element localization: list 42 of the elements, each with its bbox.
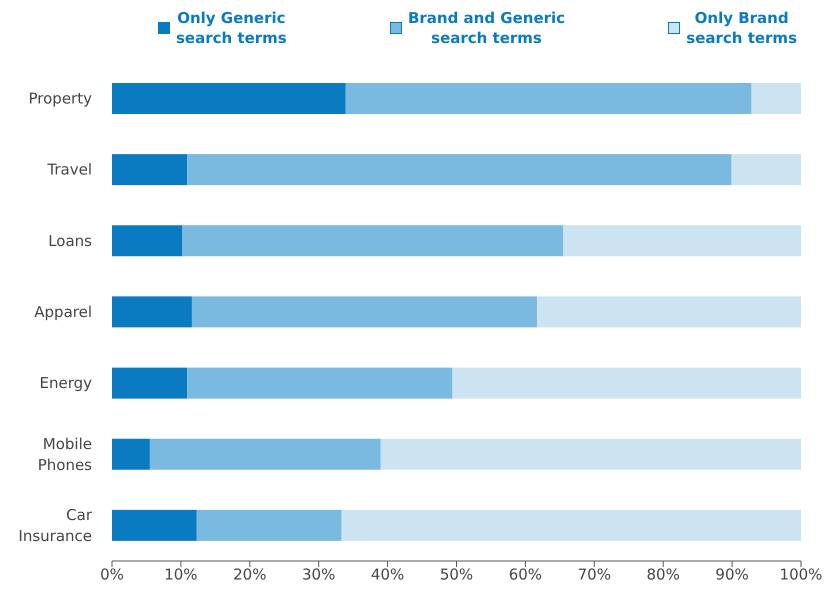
bar	[341, 510, 801, 541]
bar	[537, 296, 801, 328]
bar	[452, 368, 801, 399]
y-tick-label: Loans	[48, 232, 92, 250]
bar	[112, 368, 188, 399]
y-tick-label: Energy	[39, 374, 92, 392]
y-tick-label: Travel	[46, 160, 92, 179]
bar	[112, 296, 192, 328]
x-tick-label: 20%	[233, 566, 266, 584]
bar	[751, 83, 801, 114]
x-tick-label: 10%	[164, 566, 198, 584]
x-tick-label: 0%	[100, 566, 124, 584]
x-tick-label: 50%	[440, 566, 474, 584]
bar	[346, 83, 752, 114]
x-tick-label: 30%	[302, 566, 336, 584]
x-tick-label: 60%	[508, 566, 542, 584]
y-tick-label: Property	[28, 90, 92, 108]
bar	[112, 438, 150, 470]
y-tick-label: Apparel	[34, 303, 92, 321]
bar	[192, 296, 538, 328]
bar	[112, 154, 188, 186]
bar	[112, 225, 182, 256]
bar	[563, 225, 801, 256]
x-tick-label: 80%	[646, 566, 680, 584]
bar	[112, 510, 197, 541]
bar	[187, 154, 732, 186]
bar	[731, 154, 801, 186]
y-tick-label: Mobile Phones	[38, 434, 92, 474]
bar	[380, 438, 801, 470]
legend-label: Brand and Generic search terms	[408, 8, 566, 48]
bar	[112, 83, 346, 114]
x-tick-label: 70%	[578, 566, 611, 584]
x-tick-label: 100%	[780, 566, 822, 584]
legend-label: Only Generic search terms	[176, 8, 287, 48]
x-tick-label: 40%	[370, 566, 404, 584]
bar	[182, 225, 564, 256]
bar	[187, 368, 452, 399]
y-tick-label: Car Insurance	[18, 506, 93, 545]
x-tick-label: 90%	[715, 566, 749, 584]
legend-label: Only Brand search terms	[686, 8, 797, 48]
bar	[150, 438, 381, 470]
bar	[196, 510, 342, 541]
